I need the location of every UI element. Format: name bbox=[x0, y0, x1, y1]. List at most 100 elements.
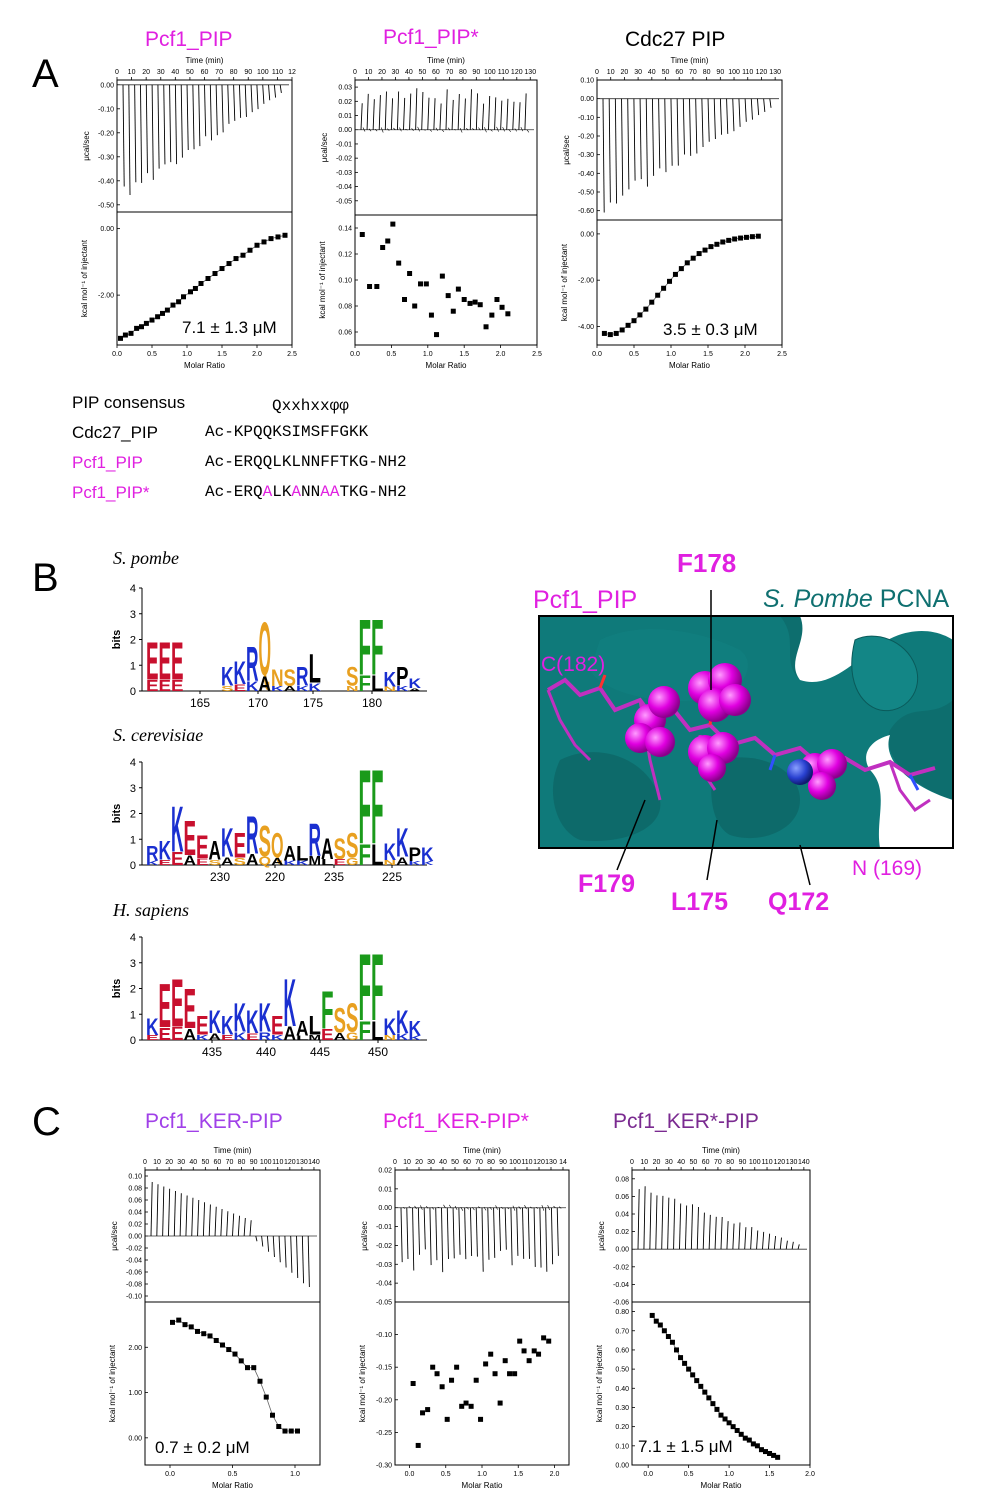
logo-ytick-label: 4 bbox=[130, 757, 136, 769]
data-point bbox=[472, 299, 478, 305]
thermogram-peak bbox=[406, 1207, 409, 1260]
thermogram-peak bbox=[237, 1215, 240, 1237]
ytick-top-label: -0.03 bbox=[376, 1262, 392, 1269]
species-sapiens: H. sapiens bbox=[113, 900, 189, 920]
data-point bbox=[170, 302, 176, 308]
time-tick-label: 100 bbox=[728, 69, 740, 76]
data-point bbox=[188, 289, 193, 295]
panel-letter-b: B bbox=[32, 556, 59, 600]
xtick-label: 0.0 bbox=[592, 351, 602, 358]
thermogram-noise bbox=[496, 126, 499, 132]
thermogram-peak bbox=[627, 98, 630, 190]
thermogram-peak bbox=[409, 93, 412, 130]
time-tick-label: 10 bbox=[365, 69, 373, 76]
thermogram-peak bbox=[720, 1216, 723, 1250]
xtick-label: 0.0 bbox=[643, 1471, 653, 1478]
data-point bbox=[118, 335, 123, 341]
thermogram-frame bbox=[144, 1169, 321, 1303]
ytick-top-label: -0.20 bbox=[578, 134, 594, 141]
data-point bbox=[288, 1428, 294, 1434]
thermogram-peak bbox=[186, 84, 189, 151]
data-point bbox=[502, 1358, 508, 1364]
data-point bbox=[489, 312, 495, 318]
thermogram-noise bbox=[512, 1205, 516, 1211]
struct-l175: L175 bbox=[671, 888, 728, 916]
isotherm-frame bbox=[596, 219, 783, 346]
data-point bbox=[207, 1333, 213, 1339]
time-tick-label: 100 bbox=[749, 1159, 761, 1166]
thermogram-frame bbox=[354, 79, 538, 216]
isotherm-frame bbox=[394, 1301, 570, 1466]
thermogram-peak bbox=[249, 1220, 252, 1237]
time-tick-label: 110 bbox=[521, 1159, 532, 1166]
time-tick-label: 0 bbox=[630, 1159, 634, 1166]
ytick-top-label: -0.06 bbox=[126, 1270, 142, 1277]
ylabel-top: μcal/sec bbox=[110, 1221, 119, 1251]
thermogram-peak bbox=[767, 1233, 771, 1250]
time-tick-label: 40 bbox=[677, 1159, 685, 1166]
ytick-bottom-label: 0.06 bbox=[338, 330, 352, 337]
ytick-bottom-label: 0.00 bbox=[580, 231, 594, 238]
thermogram-noise bbox=[408, 1205, 411, 1209]
thermogram-peak bbox=[533, 1207, 536, 1267]
thermogram-peak bbox=[649, 1192, 652, 1250]
ytick-bottom-label: 1.00 bbox=[128, 1390, 142, 1397]
thermogram-peak bbox=[163, 84, 166, 165]
thermogram-noise bbox=[520, 127, 524, 132]
logo-letter: E bbox=[271, 1009, 284, 1040]
thermogram-peak bbox=[400, 1207, 403, 1263]
thermogram-noise bbox=[472, 1207, 475, 1211]
data-point bbox=[213, 1337, 219, 1343]
time-axis-label: Time (min) bbox=[186, 56, 224, 65]
ytick-bottom-label: 0.20 bbox=[615, 1424, 629, 1431]
data-point bbox=[710, 1401, 716, 1407]
logo-letter: R bbox=[309, 813, 322, 865]
logo-bits-label: bits bbox=[111, 979, 123, 999]
thermogram-peak bbox=[732, 1223, 735, 1250]
ytick-bottom-label: -0.30 bbox=[376, 1463, 392, 1470]
logo-letter: K bbox=[384, 839, 397, 866]
thermogram-noise bbox=[559, 1206, 562, 1209]
thermogram-peak bbox=[427, 97, 430, 130]
data-point bbox=[492, 1371, 498, 1377]
thermogram-peak bbox=[516, 1207, 519, 1256]
logo-letter: K bbox=[221, 660, 234, 691]
data-point bbox=[536, 1351, 542, 1357]
data-point bbox=[122, 332, 128, 338]
logo-letter: F bbox=[371, 935, 384, 1041]
logo-letter: K bbox=[284, 966, 297, 1041]
thermogram-peak bbox=[524, 93, 527, 130]
data-point bbox=[149, 317, 155, 323]
data-point bbox=[434, 332, 440, 338]
logo-letter: K bbox=[196, 1033, 210, 1042]
ytick-top-label: -0.10 bbox=[578, 115, 594, 122]
thermogram-peak bbox=[445, 89, 448, 130]
time-tick-label: 50 bbox=[186, 69, 194, 76]
thermogram-noise bbox=[387, 128, 390, 131]
thermogram-peak bbox=[463, 98, 466, 130]
thermogram-peak bbox=[714, 1216, 717, 1250]
thermogram-peak bbox=[545, 1207, 548, 1272]
seq-cdc27: Ac-KPQQKSIMSFFGKK bbox=[205, 423, 369, 441]
logo-letter: K bbox=[146, 1014, 159, 1041]
thermogram-noise bbox=[547, 1205, 550, 1211]
data-point bbox=[653, 1318, 659, 1324]
logo-letter: K bbox=[396, 1004, 409, 1040]
xtick-label: 0.0 bbox=[350, 351, 360, 358]
logo-letter: S bbox=[346, 827, 359, 866]
data-point bbox=[619, 327, 625, 333]
ylabel-top: μcal/sec bbox=[82, 131, 91, 161]
data-point bbox=[251, 1365, 257, 1371]
logo-letter: K bbox=[284, 860, 298, 867]
data-point bbox=[649, 299, 655, 305]
consensus-label: PIP consensus bbox=[72, 393, 186, 412]
logo-xtick-label: 445 bbox=[310, 1045, 330, 1059]
time-tick-label: 90 bbox=[716, 69, 724, 76]
ytick-bottom-label: -2.00 bbox=[98, 293, 114, 300]
thermogram-peak bbox=[169, 84, 172, 163]
thermogram-peak bbox=[556, 1207, 559, 1256]
logo-letter: K bbox=[309, 682, 323, 694]
ytick-top-label: -0.40 bbox=[578, 171, 594, 178]
data-point bbox=[661, 1328, 667, 1334]
thermogram-peak bbox=[655, 1195, 658, 1250]
